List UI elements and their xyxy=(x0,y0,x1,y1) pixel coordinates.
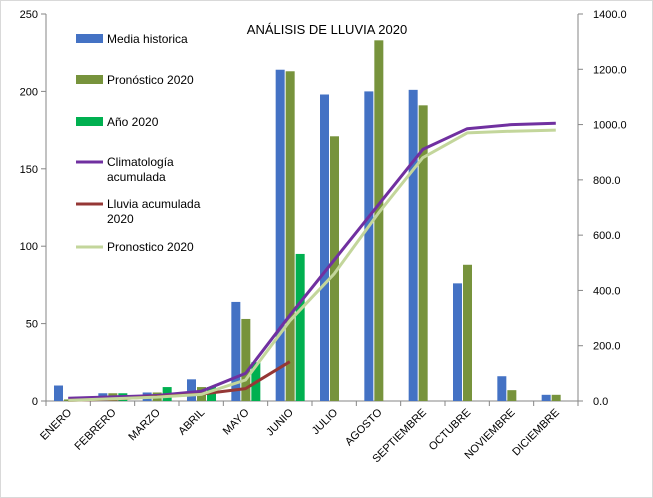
x-category-label: AGOSTO xyxy=(343,406,385,448)
bar xyxy=(54,385,63,401)
bar xyxy=(408,89,418,402)
bar xyxy=(374,40,384,401)
y-right-tick-label: 600.0 xyxy=(593,230,621,242)
bar xyxy=(320,94,329,401)
legend-label: Pronóstico 2020 xyxy=(107,73,194,87)
x-category-label: MARZO xyxy=(126,406,163,443)
y-left-tick-label: 50 xyxy=(26,319,38,331)
y-left-tick-label: 200 xyxy=(20,86,38,98)
x-category-label: JUNIO xyxy=(264,406,296,438)
y-right-tick-label: 1400.0 xyxy=(593,9,627,21)
x-category-label: MAYO xyxy=(221,406,252,437)
legend-swatch xyxy=(76,117,103,126)
legend-swatch xyxy=(76,75,103,84)
y-right-tick-label: 1200.0 xyxy=(593,64,627,76)
chart-title: ANÁLISIS DE LLUVIA 2020 xyxy=(247,22,407,37)
x-category-label: OCTUBRE xyxy=(427,407,474,454)
bar xyxy=(285,71,295,401)
legend-label: Climatología acumulada xyxy=(107,155,174,184)
legend-swatch xyxy=(76,34,103,43)
bar xyxy=(463,264,472,401)
bar xyxy=(497,376,507,401)
y-right-tick-label: 200.0 xyxy=(593,341,621,353)
bar xyxy=(551,394,561,401)
bar xyxy=(231,301,241,401)
lines xyxy=(68,121,556,402)
x-category-label: ENERO xyxy=(38,406,74,442)
y-right-tick-label: 1000.0 xyxy=(593,120,627,132)
legend: Media historica Pronóstico 2020 Año 2020 Cl… xyxy=(76,32,201,254)
series-line xyxy=(68,128,556,402)
bar xyxy=(330,136,339,402)
legend-label: Año 2020 xyxy=(107,115,159,129)
y-right-tick-label: 400.0 xyxy=(593,285,621,297)
bar xyxy=(541,394,551,401)
y-right-tick-label: 0.0 xyxy=(593,396,608,408)
y-left-tick-label: 250 xyxy=(20,9,38,21)
y-right-tick-label: 800.0 xyxy=(593,175,621,187)
y-left-tick-label: 150 xyxy=(20,164,38,176)
y-left-tick-label: 0 xyxy=(32,396,38,408)
bar xyxy=(418,105,428,401)
bar xyxy=(295,253,305,401)
bar xyxy=(187,379,196,401)
bar xyxy=(275,69,285,401)
bar xyxy=(507,390,517,401)
bar xyxy=(453,283,462,401)
legend-label: Media historica xyxy=(107,32,188,46)
y-left-tick-label: 100 xyxy=(20,241,38,253)
x-category-label: FEBRERO xyxy=(73,406,119,452)
x-category-label: DICIEMBRE xyxy=(510,407,562,459)
bar xyxy=(241,318,251,401)
x-category-label: ABRIL xyxy=(176,407,207,438)
legend-label: Lluvia acumulada 2020 xyxy=(107,197,201,226)
bars xyxy=(54,40,561,402)
x-category-label: JULIO xyxy=(310,406,341,437)
bar xyxy=(364,91,374,402)
legend-label: Pronostico 2020 xyxy=(107,240,194,254)
